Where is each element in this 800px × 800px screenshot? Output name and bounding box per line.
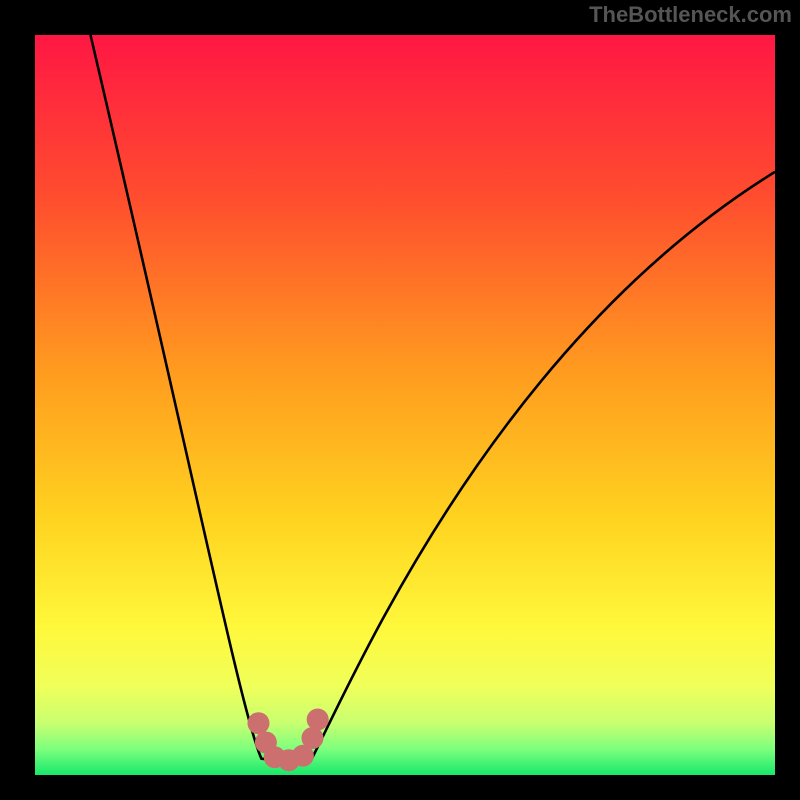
data-marker: [307, 709, 329, 731]
chart-plot-area: [35, 35, 775, 775]
gradient-background: [35, 35, 775, 775]
data-marker: [302, 727, 324, 749]
watermark-text: TheBottleneck.com: [589, 2, 792, 28]
chart-svg: [35, 35, 775, 775]
data-marker: [247, 712, 269, 734]
